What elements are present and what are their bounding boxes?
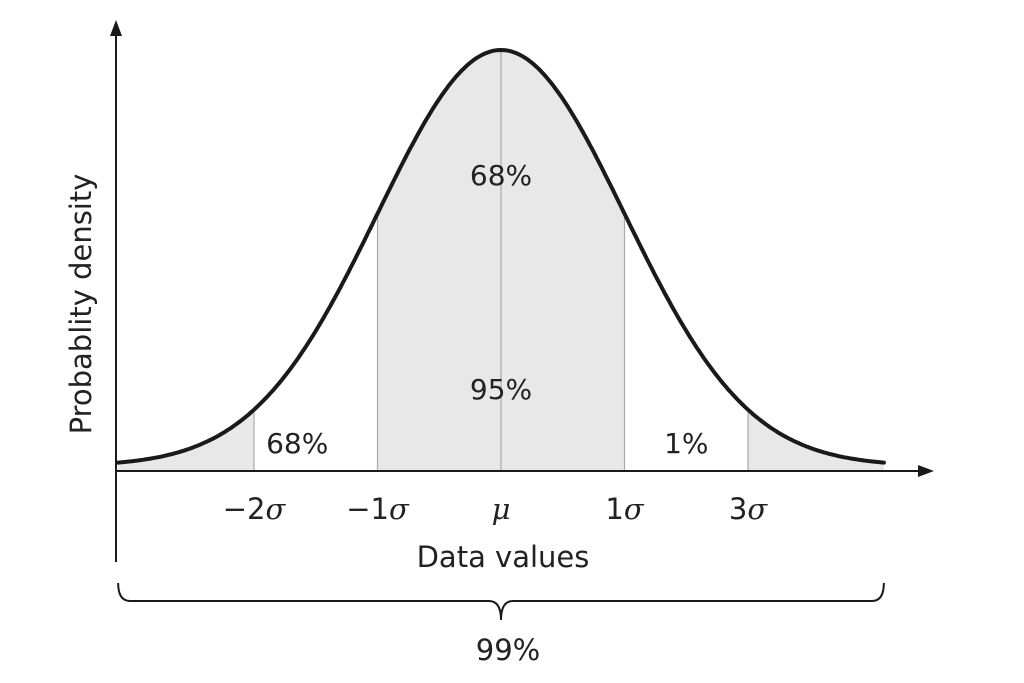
shaded-region-2 (748, 409, 884, 471)
x-tick-label-3: 1σ (605, 492, 644, 526)
x-axis-label: Data values (417, 540, 590, 574)
sigma-lines (253, 50, 749, 471)
y-axis-label: Probablity density (64, 174, 98, 435)
shaded-region-0 (118, 409, 254, 471)
annotation-3: 1% (664, 427, 708, 460)
y-axis-arrow-icon (110, 20, 122, 36)
x-axis-arrow-icon (918, 465, 934, 477)
annotation-1: 95% (470, 373, 532, 406)
x-tick-label-2: μ (492, 492, 511, 526)
annotations: 68% 95% 68% 1% (266, 159, 708, 460)
annotation-2: 68% (266, 427, 328, 460)
x-tick-labels: −2σ −1σ μ 1σ 3σ (223, 492, 769, 526)
x-tick-label-1: −1σ (346, 492, 410, 526)
x-tick-label-0: −2σ (223, 492, 287, 526)
x-tick-label-4: 3σ (729, 492, 768, 526)
density-curve (116, 48, 886, 465)
range-bracket (117, 582, 885, 621)
bracket-label: 99% (476, 633, 540, 667)
annotation-0: 68% (470, 159, 532, 192)
